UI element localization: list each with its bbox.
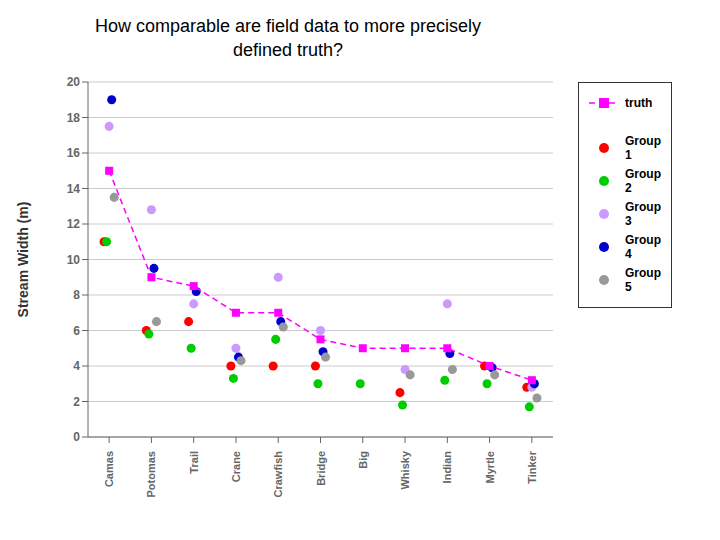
svg-text:Camas: Camas	[103, 451, 115, 487]
html-text:Group 5: Group 5	[625, 266, 661, 294]
svg-text:Crawfish: Crawfish	[272, 451, 284, 498]
svg-text:0: 0	[73, 430, 80, 444]
html-text:Group 3: Group 3	[625, 200, 661, 228]
svg-text:8: 8	[73, 288, 80, 302]
svg-text:Tinker: Tinker	[526, 450, 538, 484]
svg-text:20: 20	[67, 75, 81, 89]
html-text:Group 4: Group 4	[625, 233, 661, 261]
svg-text:Indian: Indian	[441, 451, 453, 484]
html-text:Group 1: Group 1	[625, 134, 661, 162]
svg-text:Trail: Trail	[188, 451, 200, 474]
html-text:Group 2: Group 2	[625, 167, 661, 195]
svg-text:10: 10	[67, 253, 81, 267]
svg-text:2: 2	[73, 395, 80, 409]
svg-text:16: 16	[67, 146, 81, 160]
svg-text:4: 4	[73, 359, 80, 373]
svg-text:Stream Width (m): Stream Width (m)	[15, 202, 31, 318]
svg-text:Bridge: Bridge	[315, 451, 327, 486]
html-text:How comparable are field data: How comparable are field data to more pr…	[94, 16, 482, 60]
svg-text:6: 6	[73, 324, 80, 338]
svg-text:Whisky: Whisky	[399, 450, 411, 489]
svg-text:Big: Big	[357, 451, 369, 469]
html-text:truth: truth	[625, 96, 653, 110]
svg-text:Myrtle: Myrtle	[484, 451, 496, 483]
svg-text:Potomas: Potomas	[145, 451, 157, 497]
svg-text:Crane: Crane	[230, 451, 242, 482]
svg-text:18: 18	[67, 111, 81, 125]
svg-text:12: 12	[67, 217, 81, 231]
svg-text:14: 14	[67, 182, 81, 196]
